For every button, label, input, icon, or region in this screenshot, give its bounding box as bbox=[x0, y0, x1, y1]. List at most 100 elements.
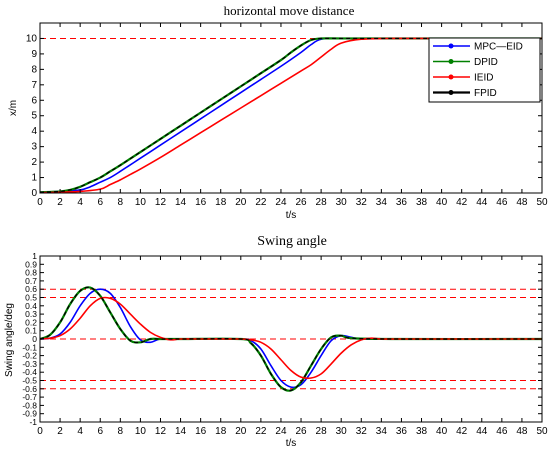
x-tick-label: 48 bbox=[516, 197, 528, 208]
y-tick-label: 0.5 bbox=[25, 293, 37, 303]
y-tick-label: 0.9 bbox=[25, 259, 37, 269]
series-line-fpid bbox=[39, 37, 542, 193]
x-tick-label: 12 bbox=[155, 197, 167, 208]
y-axis-ticks: 0 1 2 3 4 5 6 7 8 9 10 bbox=[26, 33, 542, 199]
legend-marker bbox=[448, 43, 454, 49]
x-axis-ticks: 0 2 4 6 8 10 12 14 16 18 20 22 24 26 28 30 32 34 36 38 40 42 4… bbox=[37, 256, 548, 437]
series-group bbox=[39, 286, 543, 392]
y-tick-label: 3 bbox=[31, 142, 37, 153]
x-tick-label: 6 bbox=[97, 426, 103, 437]
y-tick-label: -1 bbox=[29, 417, 37, 427]
y-tick-label: 0.2 bbox=[25, 317, 37, 327]
x-tick-label: 0 bbox=[37, 426, 43, 437]
y-tick-label: -0.9 bbox=[22, 409, 37, 419]
y-tick-label: 0.1 bbox=[25, 326, 37, 336]
x-tick-label: 18 bbox=[215, 426, 227, 437]
x-tick-label: 24 bbox=[275, 426, 287, 437]
legend-marker bbox=[448, 59, 454, 64]
chart-horizontal-move-distance: horizontal move distance 0 2 4 6 8 10 12 14 16 18… bbox=[8, 3, 548, 221]
x-axis-ticks: 0 2 4 6 8 10 12 14 16 18 20 22 24 26 28 30 32 34 36 38 40 42 4… bbox=[37, 23, 548, 208]
y-tick-label: 0.4 bbox=[25, 301, 37, 311]
y-tick-label: 0 bbox=[31, 188, 37, 199]
x-tick-label: 38 bbox=[416, 197, 428, 208]
x-tick-label: 50 bbox=[536, 197, 548, 208]
x-tick-label: 46 bbox=[496, 426, 508, 437]
series-line-fpid bbox=[39, 286, 543, 392]
x-tick-label: 46 bbox=[496, 197, 508, 208]
x-tick-label: 28 bbox=[316, 197, 328, 208]
x-tick-label: 0 bbox=[37, 197, 43, 208]
y-tick-label: 5 bbox=[31, 111, 37, 122]
y-tick-label: 0.8 bbox=[25, 268, 37, 278]
x-tick-label: 32 bbox=[356, 197, 368, 208]
x-tick-label: 44 bbox=[476, 197, 488, 208]
y-axis-label: x/m bbox=[8, 100, 19, 116]
x-tick-label: 42 bbox=[456, 197, 468, 208]
y-tick-label: -0.3 bbox=[22, 359, 37, 369]
y-tick-label: -0.7 bbox=[22, 392, 37, 402]
y-tick-label: -0.8 bbox=[22, 400, 37, 410]
y-tick-label: 9 bbox=[31, 49, 37, 60]
x-tick-label: 14 bbox=[175, 426, 187, 437]
x-tick-label: 22 bbox=[255, 426, 267, 437]
legend-marker bbox=[448, 74, 454, 80]
y-tick-label: 4 bbox=[31, 126, 37, 137]
x-tick-label: 26 bbox=[295, 426, 307, 437]
y-axis-label: Swing angle/deg bbox=[4, 303, 15, 377]
plot-frame bbox=[39, 22, 543, 194]
x-tick-label: 38 bbox=[416, 426, 428, 437]
y-tick-label: -0.1 bbox=[22, 342, 37, 352]
y-tick-label: 1 bbox=[31, 173, 37, 184]
x-tick-label: 4 bbox=[77, 197, 83, 208]
x-tick-label: 8 bbox=[118, 197, 124, 208]
legend: MPC—EID DPID IEID FPID bbox=[428, 37, 541, 103]
legend-label: IEID bbox=[474, 73, 493, 84]
x-tick-label: 12 bbox=[155, 426, 167, 437]
x-tick-label: 8 bbox=[118, 426, 124, 437]
x-tick-label: 44 bbox=[476, 426, 488, 437]
x-tick-label: 28 bbox=[316, 426, 328, 437]
x-tick-label: 20 bbox=[235, 197, 247, 208]
x-tick-label: 50 bbox=[536, 426, 548, 437]
legend-label: MPC—EID bbox=[474, 42, 523, 53]
x-tick-label: 10 bbox=[135, 426, 147, 437]
chart-title: Swing angle bbox=[257, 234, 327, 249]
y-tick-label: 0.7 bbox=[25, 276, 37, 286]
legend-marker bbox=[448, 90, 454, 95]
x-tick-label: 36 bbox=[396, 197, 408, 208]
chart-title: horizontal move distance bbox=[224, 3, 355, 18]
x-tick-label: 40 bbox=[436, 197, 448, 208]
y-axis-ticks: -1-0.9-0.8-0.7-0.6-0.5-0.4-0.3-0.2-0.100… bbox=[22, 251, 542, 427]
x-tick-label: 24 bbox=[275, 197, 287, 208]
x-tick-label: 36 bbox=[396, 426, 408, 437]
x-tick-label: 16 bbox=[195, 426, 207, 437]
x-tick-label: 30 bbox=[336, 426, 348, 437]
x-tick-label: 34 bbox=[376, 197, 388, 208]
y-tick-label: 0.3 bbox=[25, 309, 37, 319]
x-tick-label: 4 bbox=[77, 426, 83, 437]
y-tick-label: -0.2 bbox=[22, 351, 37, 361]
y-tick-label: 6 bbox=[31, 95, 37, 106]
y-tick-label: 1 bbox=[32, 251, 37, 261]
series-group bbox=[39, 37, 542, 194]
x-tick-label: 2 bbox=[57, 197, 63, 208]
x-tick-label: 2 bbox=[57, 426, 63, 437]
x-tick-label: 18 bbox=[215, 197, 227, 208]
x-tick-label: 42 bbox=[456, 426, 468, 437]
x-tick-label: 22 bbox=[255, 197, 267, 208]
legend-label: FPID bbox=[474, 88, 497, 99]
reference-lines bbox=[40, 288, 542, 390]
y-tick-label: -0.6 bbox=[22, 384, 37, 394]
series-line-ieid bbox=[39, 296, 542, 380]
x-tick-label: 6 bbox=[97, 197, 103, 208]
y-tick-label: 10 bbox=[26, 33, 38, 44]
x-tick-label: 20 bbox=[235, 426, 247, 437]
chart-swing-angle: Swing angle 0 2 4 6 8 10 12 14 16 18 20 22 24 26 28 30 3… bbox=[4, 234, 548, 449]
y-tick-label: 0 bbox=[32, 334, 37, 344]
x-tick-label: 32 bbox=[356, 426, 368, 437]
y-tick-label: 7 bbox=[31, 80, 37, 91]
x-tick-label: 48 bbox=[516, 426, 528, 437]
x-tick-label: 30 bbox=[336, 197, 348, 208]
legend-label: DPID bbox=[474, 57, 498, 68]
